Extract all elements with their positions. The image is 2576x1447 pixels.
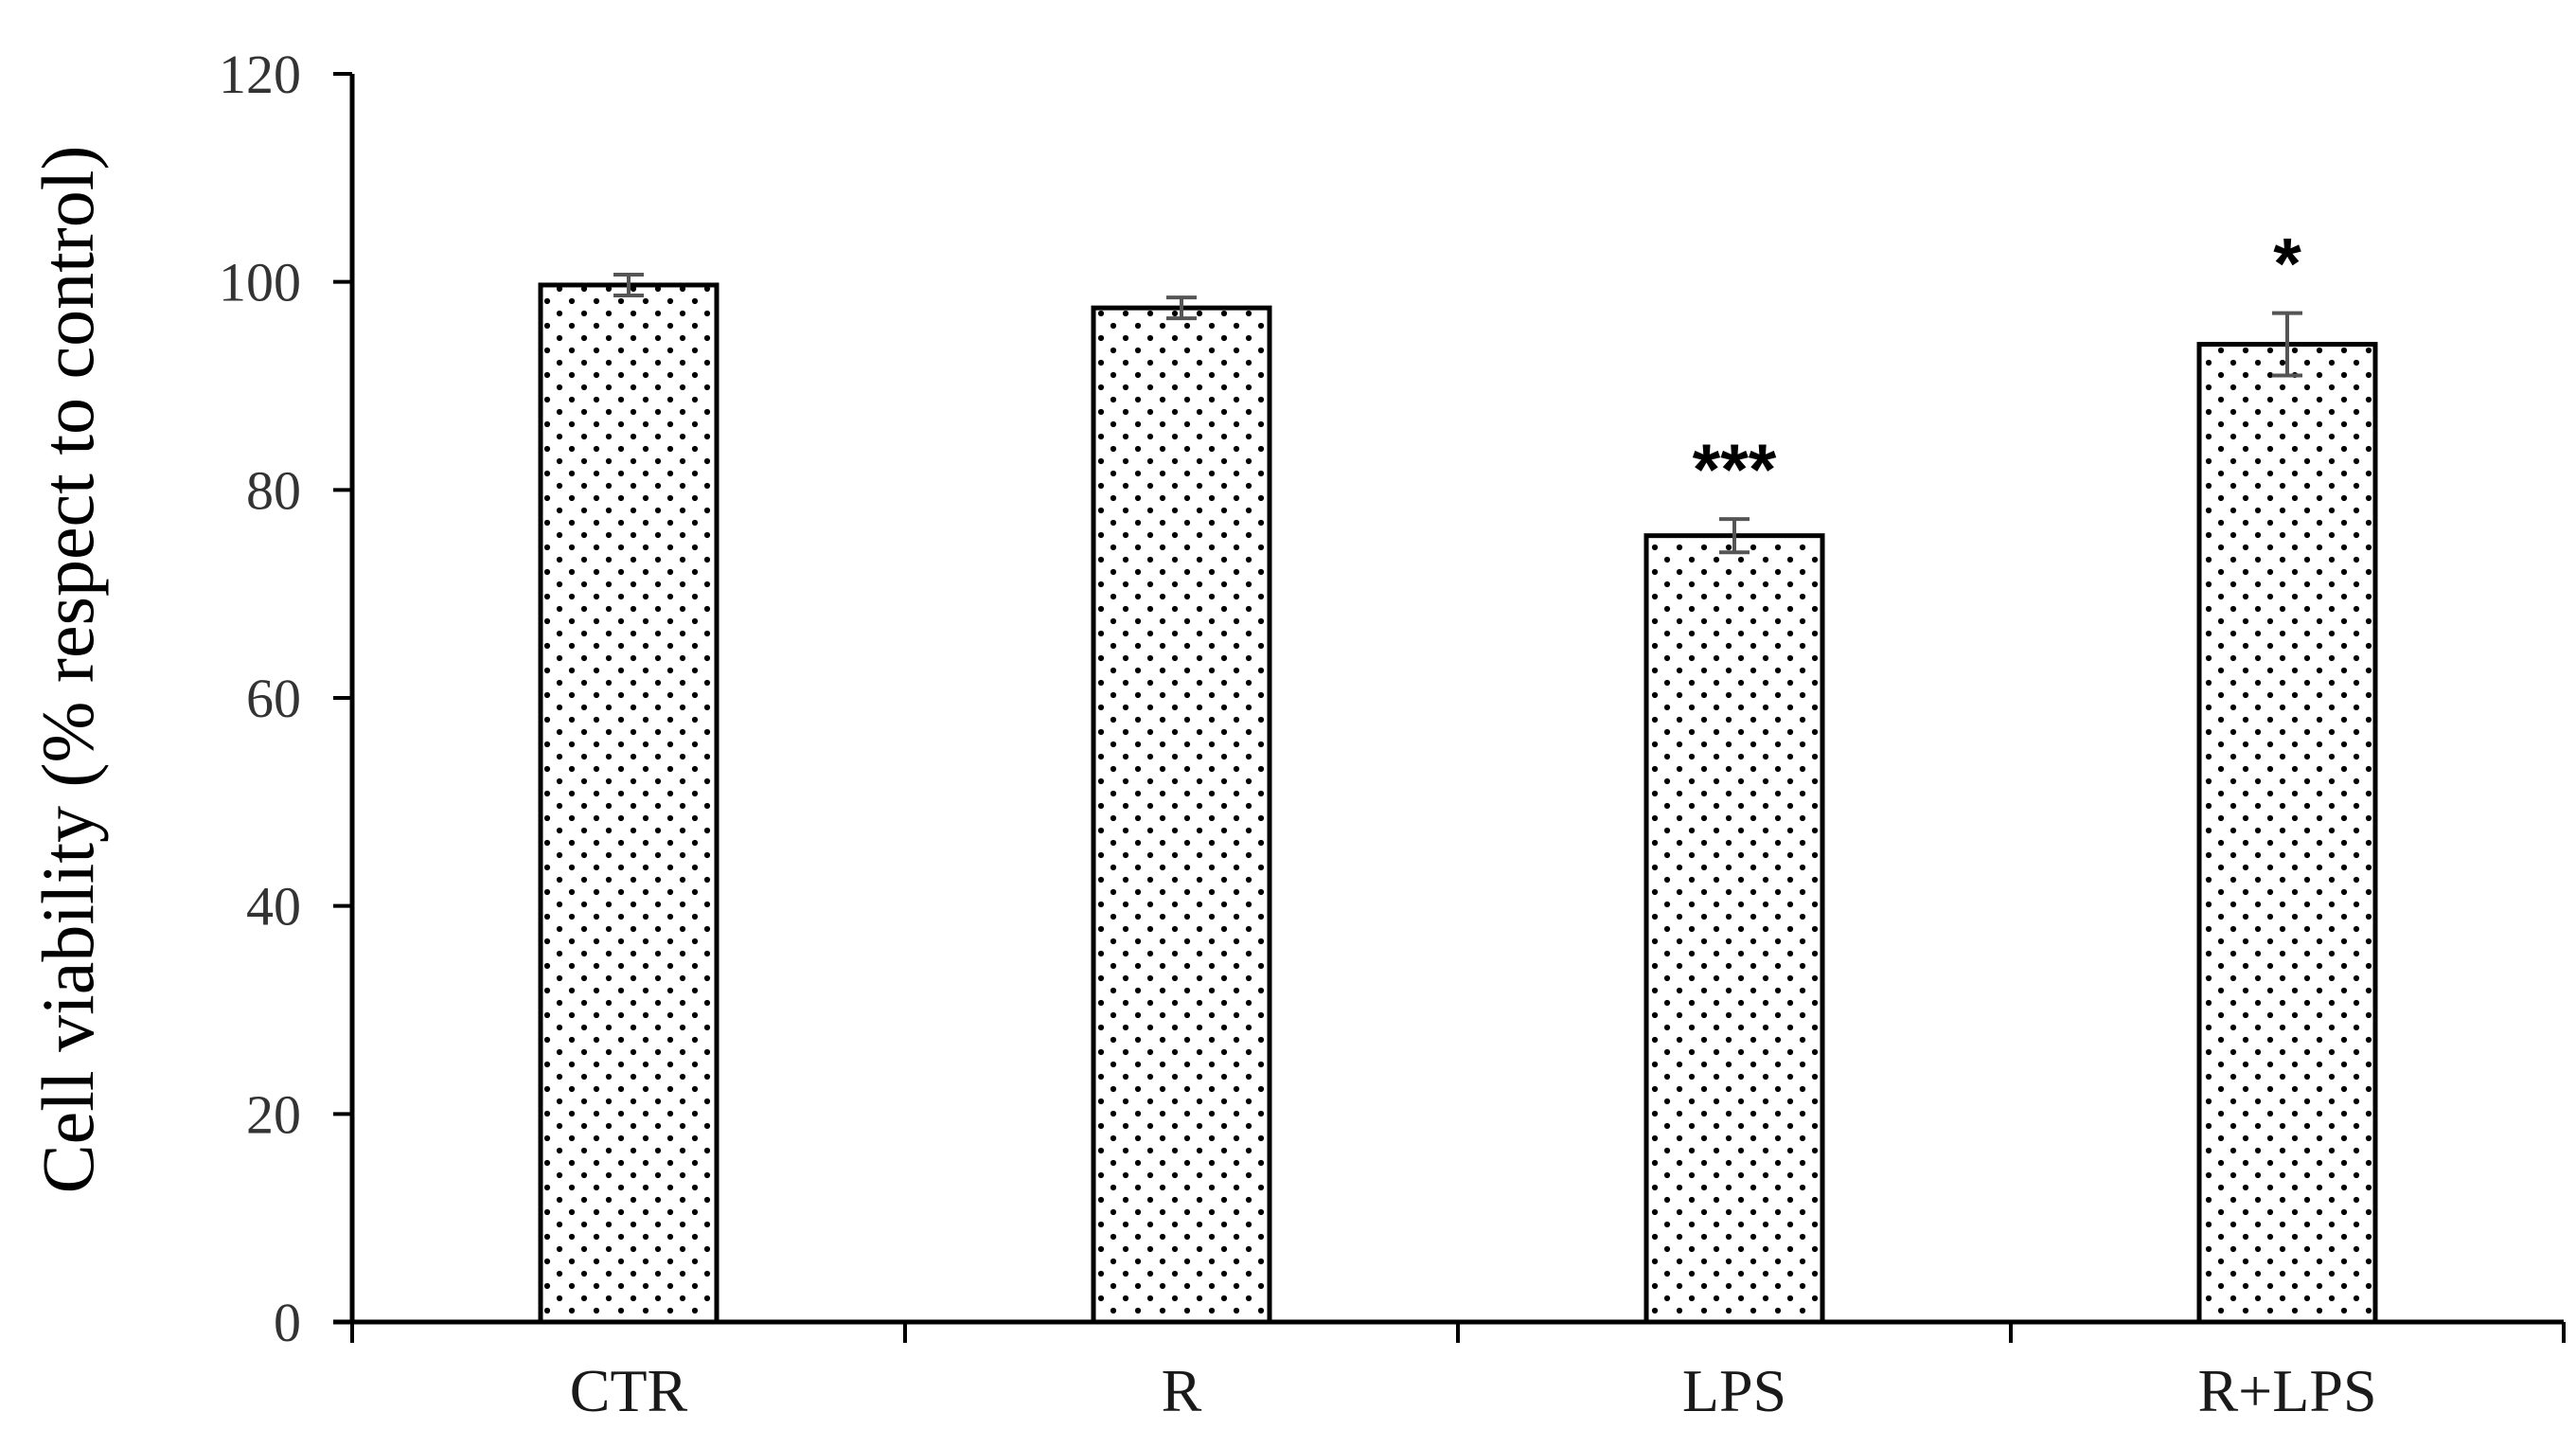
y-tick-label: 120 bbox=[219, 44, 301, 105]
significance-label: * bbox=[2273, 224, 2301, 305]
error-bar bbox=[1719, 517, 1750, 555]
y-axis-title: Cell viability (% respect to control) bbox=[27, 146, 109, 1194]
x-tick-label: R+LPS bbox=[2197, 1357, 2376, 1424]
y-tick-label: 60 bbox=[246, 668, 301, 729]
y-tick-labels: 0 20 40 60 80 100 120 bbox=[219, 44, 301, 1353]
bar-r-lps bbox=[2196, 342, 2378, 1325]
bars-group bbox=[538, 282, 2378, 1325]
bar-lps bbox=[1643, 533, 1825, 1325]
error-bars-group bbox=[613, 272, 2302, 555]
y-tick-label: 0 bbox=[274, 1292, 301, 1353]
y-tick-label: 40 bbox=[246, 876, 301, 938]
bar-r bbox=[1091, 305, 1272, 1325]
annotations-group: **** bbox=[1693, 224, 2302, 510]
bar-ctr bbox=[538, 282, 720, 1325]
x-axis-ticks bbox=[350, 1322, 2566, 1343]
category-labels: CTR R LPS R+LPS bbox=[570, 1357, 2377, 1424]
significance-label: *** bbox=[1693, 430, 1777, 510]
y-axis-ticks bbox=[333, 72, 352, 1324]
y-tick-label: 100 bbox=[219, 252, 301, 313]
x-tick-label: R bbox=[1162, 1357, 1202, 1424]
error-bar bbox=[1166, 295, 1197, 321]
x-tick-label: CTR bbox=[570, 1357, 688, 1424]
y-tick-label: 20 bbox=[246, 1083, 301, 1145]
error-bar bbox=[2272, 311, 2302, 378]
y-tick-label: 80 bbox=[246, 459, 301, 521]
error-bar bbox=[613, 272, 644, 297]
x-tick-label: LPS bbox=[1682, 1357, 1786, 1424]
